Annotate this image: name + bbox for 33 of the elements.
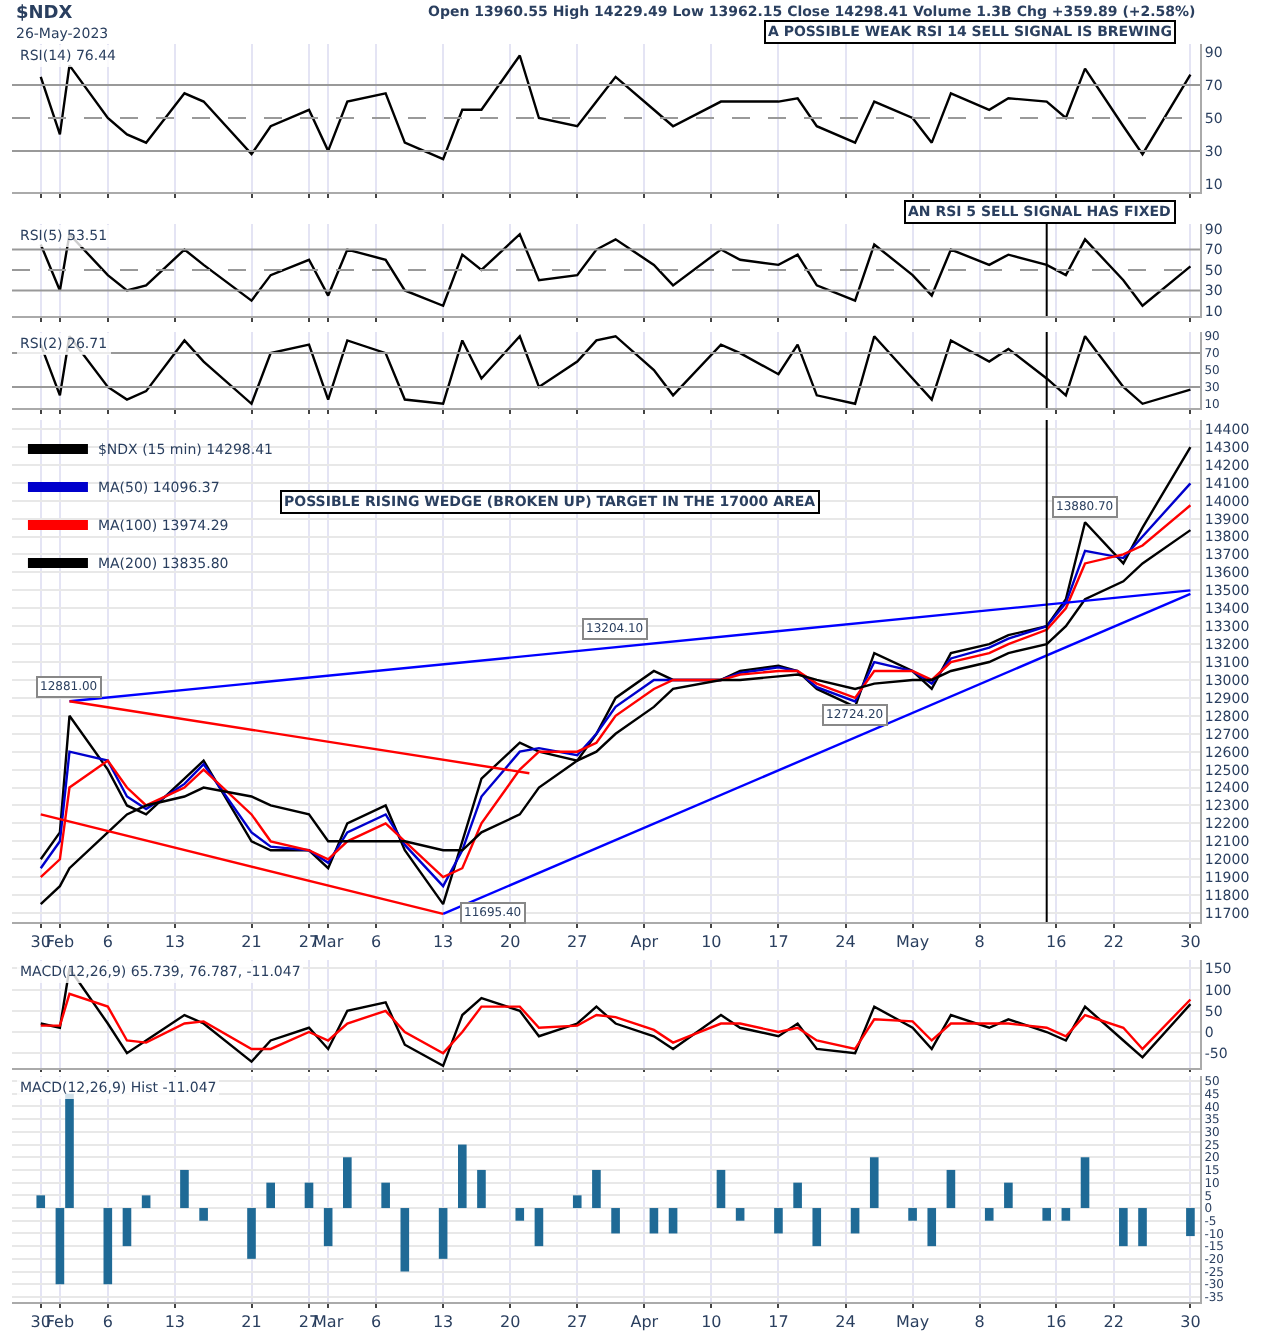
x-tick-label: 8	[974, 1313, 985, 1332]
x-tick-label: 24	[835, 933, 856, 952]
x-tick-label: 20	[500, 1313, 521, 1332]
x-tick-label: 17	[768, 933, 789, 952]
x-tick-label: 13	[164, 933, 186, 952]
x-tick-label: 22	[1103, 933, 1124, 952]
x-tick-label: 30	[1180, 933, 1201, 952]
chart-title: $NDX	[16, 4, 73, 24]
x-tick-label: May	[896, 933, 930, 952]
x-tick-label: Apr	[630, 933, 660, 952]
x-tick-label: 6	[370, 933, 382, 952]
x-tick-label: 6	[102, 933, 113, 952]
x-tick-label: 27	[567, 1313, 588, 1332]
x-tick-label: 8	[974, 933, 985, 952]
x-tick-label: 27	[567, 933, 588, 952]
x-tick-label: 21	[241, 1313, 262, 1332]
x-tick-label: 16	[1046, 1313, 1067, 1332]
x-tick-label: 10	[701, 933, 722, 952]
x-tick-label: 24	[835, 1313, 856, 1332]
x-tick-label: 16	[1046, 933, 1067, 952]
x-tick-label: 17	[768, 1313, 789, 1332]
x-tick-label: 21	[241, 933, 262, 952]
x-tick-label: 20	[500, 933, 521, 952]
x-tick-label: 22	[1103, 1313, 1124, 1332]
x-tick-label: 10	[701, 1313, 722, 1332]
x-tick-label: 30	[1180, 1313, 1201, 1332]
x-tick-label: Apr	[630, 1313, 660, 1332]
x-tick-label: 6	[370, 1313, 382, 1332]
x-tick-label: 6	[102, 1313, 113, 1332]
x-tick-label: 13	[164, 1313, 186, 1332]
x-tick-label: 13	[432, 933, 454, 952]
x-tick-label: 13	[432, 1313, 454, 1332]
x-tick-label: May	[896, 1313, 930, 1332]
